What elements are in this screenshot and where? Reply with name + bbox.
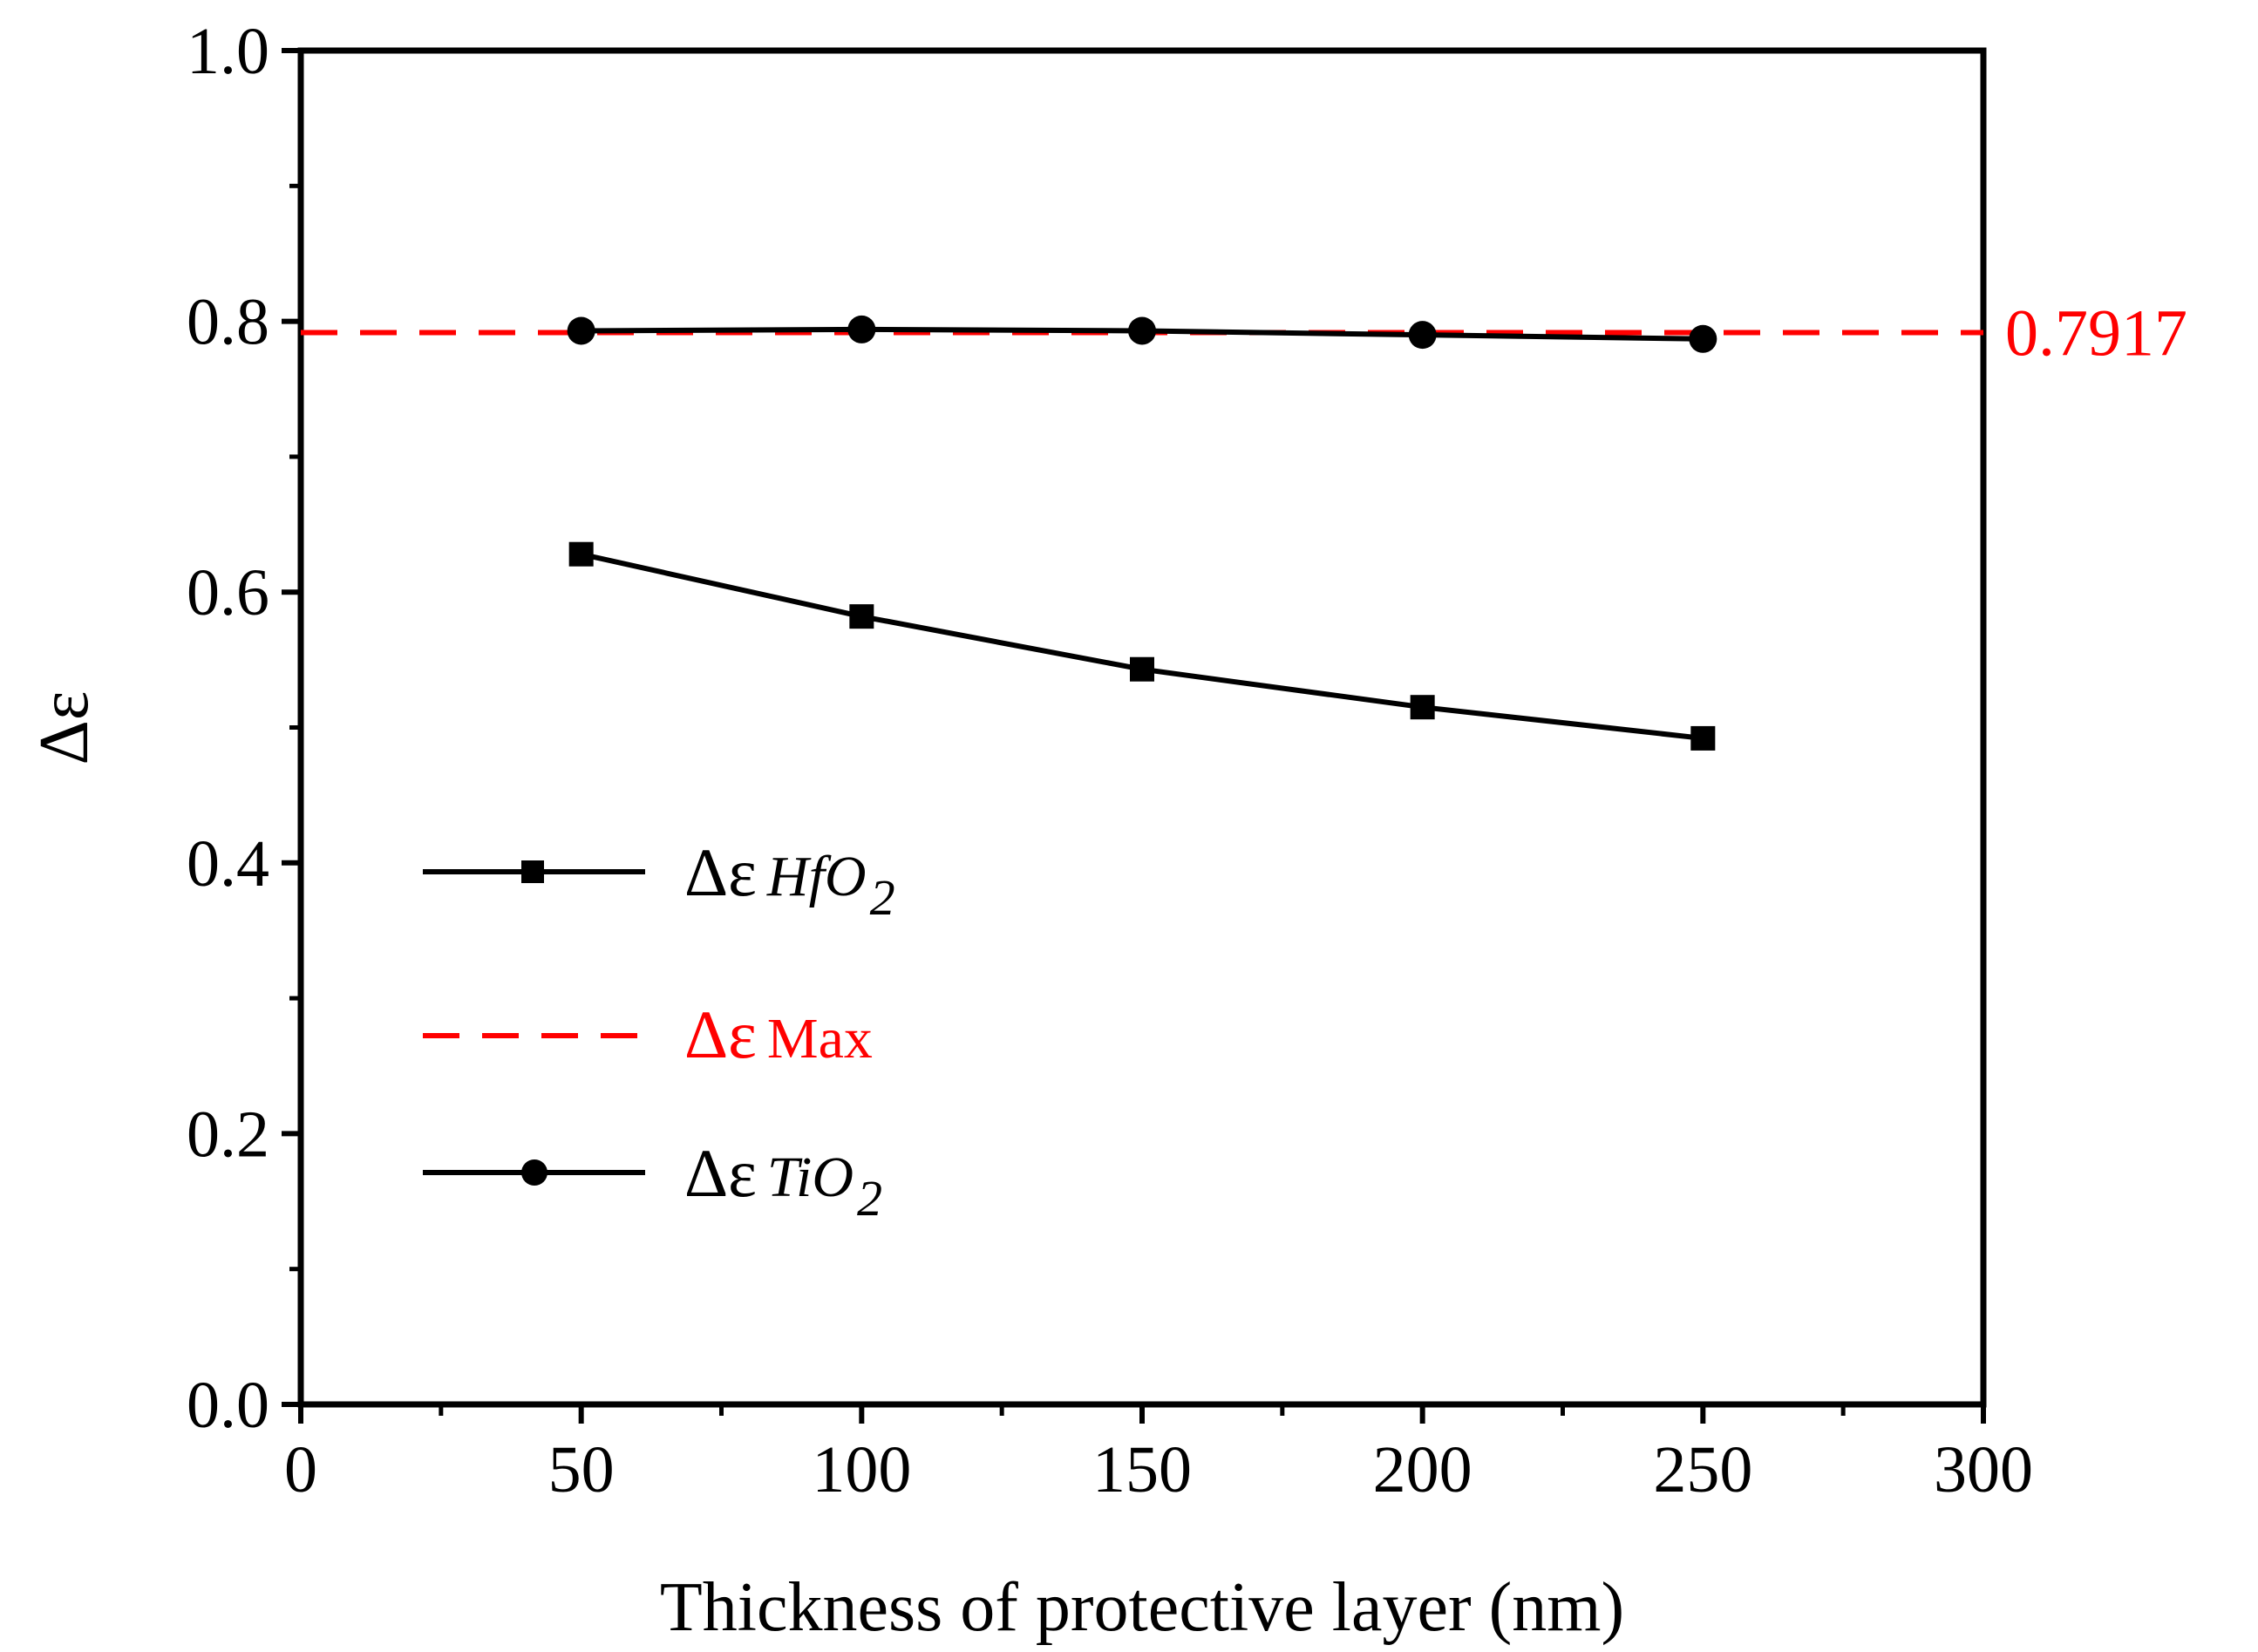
legend-marker-square (521, 860, 544, 883)
x-axis-title: Thickness of protective layer (nm) (660, 1569, 1624, 1646)
plot-frame (297, 47, 1987, 1408)
legend: Δε HfO 2 Δε Max Δε TiO 2 (423, 834, 895, 1227)
series-layer (567, 315, 1717, 751)
x-tick-label: 250 (1653, 1433, 1752, 1506)
data-point-tio2 (1128, 316, 1156, 345)
y-tick-label: 0.6 (187, 556, 269, 629)
legend-item-max: Δε Max (423, 996, 873, 1072)
legend-sub-num-hfo2: 2 (870, 869, 895, 926)
y-tick-label: 0.2 (187, 1098, 269, 1171)
legend-sub-tio2: TiO (767, 1146, 854, 1209)
y-tick-label: 0.4 (187, 827, 269, 901)
data-point-tio2 (1408, 321, 1437, 350)
x-tick-label: 100 (812, 1433, 911, 1506)
data-point-tio2 (567, 316, 595, 345)
y-axis-title: Δε (26, 690, 103, 765)
legend-marker-circle (521, 1159, 547, 1186)
data-point-hfo2 (849, 604, 874, 629)
data-point-hfo2 (1690, 725, 1716, 751)
y-tick-label: 0.0 (187, 1369, 269, 1442)
axis-ticks (282, 48, 1986, 1424)
legend-sub-num-tio2: 2 (857, 1170, 882, 1227)
legend-sub-hfo2: HfO (766, 845, 867, 908)
legend-label-tio2: Δε TiO 2 (684, 1135, 882, 1227)
legend-symbol-hfo2: Δε (684, 834, 757, 910)
x-tick-label: 300 (1934, 1433, 2033, 1506)
x-tick-label: 0 (284, 1433, 317, 1506)
legend-sub-max: Max (767, 1007, 873, 1071)
x-tick-label: 200 (1373, 1433, 1472, 1506)
data-point-hfo2 (1130, 656, 1154, 682)
legend-symbol-max: Δε (684, 996, 757, 1072)
legend-item-tio2: Δε TiO 2 (423, 1135, 882, 1227)
legend-label-hfo2: Δε HfO 2 (684, 834, 895, 926)
legend-symbol-tio2: Δε (684, 1135, 757, 1211)
data-point-hfo2 (1410, 695, 1435, 720)
y-tick-label: 0.8 (187, 286, 269, 359)
y-tick-label: 1.0 (187, 15, 269, 88)
x-tick-label: 150 (1092, 1433, 1192, 1506)
legend-item-hfo2: Δε HfO 2 (423, 834, 895, 926)
data-point-tio2 (1689, 324, 1717, 353)
series-line-hfo2 (581, 551, 1704, 741)
legend-label-max: Δε Max (684, 996, 873, 1072)
data-point-tio2 (847, 315, 876, 343)
x-tick-label: 50 (548, 1433, 615, 1506)
reference-line-label: 0.7917 (2005, 296, 2187, 370)
tick-labels: 0 50 100 150 200 250 300 0.0 0.2 0.4 0.6 0.8 1.0 (187, 15, 2033, 1506)
data-point-hfo2 (568, 541, 594, 567)
